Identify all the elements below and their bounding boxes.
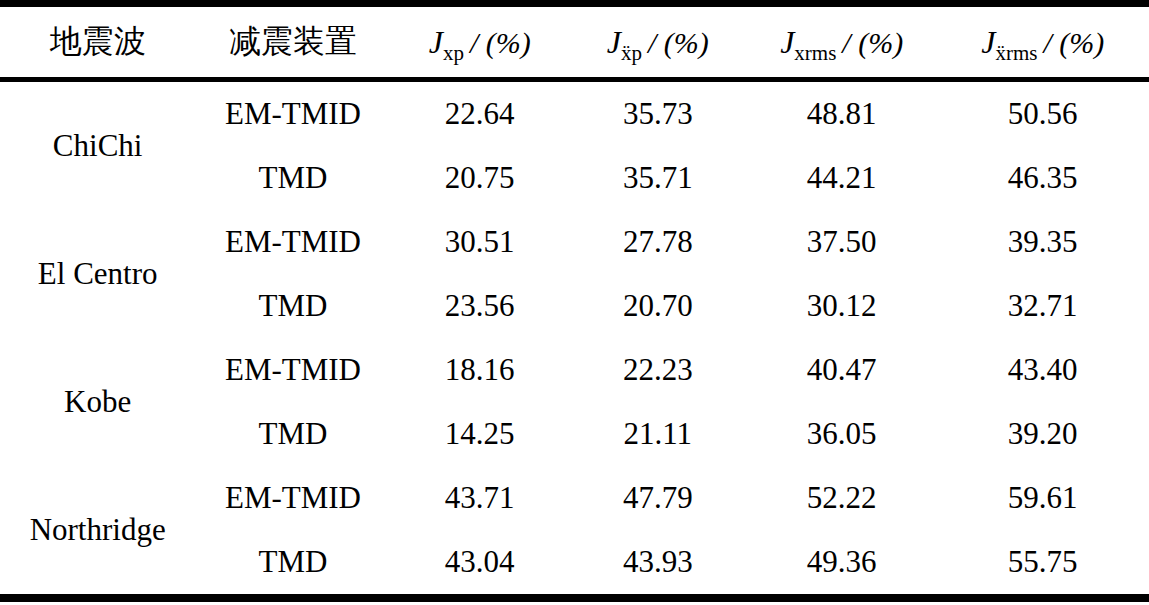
column-header-j-xp: Jxp/ (%) — [391, 4, 569, 80]
value-cell: 30.12 — [747, 274, 937, 338]
device-cell: TMD — [195, 274, 390, 338]
value-cell: 55.75 — [936, 530, 1149, 598]
value-cell: 48.81 — [747, 80, 937, 147]
value-cell: 21.11 — [569, 402, 747, 466]
paper-table-page: 地震波 减震装置 Jxp/ (%) Jẍp/ (%) Jxrms/ (%) Jẍ… — [0, 0, 1149, 605]
value-cell: 39.20 — [936, 402, 1149, 466]
j-symbol: J — [429, 24, 443, 60]
value-cell: 47.79 — [569, 466, 747, 530]
header-row: 地震波 减震装置 Jxp/ (%) Jẍp/ (%) Jxrms/ (%) Jẍ… — [0, 4, 1149, 80]
column-header-j-xddotp: Jẍp/ (%) — [569, 4, 747, 80]
j-unit: / (%) — [470, 26, 531, 59]
value-cell: 40.47 — [747, 338, 937, 402]
j-unit: / (%) — [648, 26, 709, 59]
value-cell: 43.40 — [936, 338, 1149, 402]
j-symbol: J — [607, 24, 621, 60]
j-subscript: xrms — [794, 41, 836, 65]
j-subscript: xp — [443, 41, 464, 65]
wave-cell-chichi: ChiChi — [0, 80, 195, 211]
device-cell: EM-TMID — [195, 466, 390, 530]
table-body: ChiChi EM-TMID 22.64 35.73 48.81 50.56 T… — [0, 80, 1149, 599]
value-cell: 22.64 — [391, 80, 569, 147]
device-cell: TMD — [195, 530, 390, 598]
device-cell: EM-TMID — [195, 80, 390, 147]
j-unit: / (%) — [1043, 26, 1104, 59]
value-cell: 20.75 — [391, 146, 569, 210]
table-row: ChiChi EM-TMID 22.64 35.73 48.81 50.56 — [0, 80, 1149, 147]
value-cell: 23.56 — [391, 274, 569, 338]
column-header-damping-device: 减震装置 — [195, 4, 390, 80]
value-cell: 43.04 — [391, 530, 569, 598]
column-header-seismic-wave: 地震波 — [0, 4, 195, 80]
value-cell: 43.93 — [569, 530, 747, 598]
table-header: 地震波 减震装置 Jxp/ (%) Jẍp/ (%) Jxrms/ (%) Jẍ… — [0, 4, 1149, 80]
column-header-j-xddotrms: Jẍrms/ (%) — [936, 4, 1149, 80]
j-symbol: J — [780, 24, 794, 60]
table-row: Kobe EM-TMID 18.16 22.23 40.47 43.40 — [0, 338, 1149, 402]
wave-cell-kobe: Kobe — [0, 338, 195, 466]
value-cell: 32.71 — [936, 274, 1149, 338]
device-cell: EM-TMID — [195, 338, 390, 402]
value-cell: 14.25 — [391, 402, 569, 466]
j-subscript: ẍp — [621, 41, 642, 65]
column-header-j-xrms: Jxrms/ (%) — [747, 4, 937, 80]
value-cell: 39.35 — [936, 210, 1149, 274]
value-cell: 27.78 — [569, 210, 747, 274]
value-cell: 49.36 — [747, 530, 937, 598]
value-cell: 37.50 — [747, 210, 937, 274]
value-cell: 50.56 — [936, 80, 1149, 147]
table-row: Northridge EM-TMID 43.71 47.79 52.22 59.… — [0, 466, 1149, 530]
value-cell: 35.71 — [569, 146, 747, 210]
value-cell: 18.16 — [391, 338, 569, 402]
value-cell: 46.35 — [936, 146, 1149, 210]
value-cell: 52.22 — [747, 466, 937, 530]
j-unit: / (%) — [842, 26, 903, 59]
value-cell: 36.05 — [747, 402, 937, 466]
value-cell: 35.73 — [569, 80, 747, 147]
device-cell: TMD — [195, 402, 390, 466]
wave-cell-northridge: Northridge — [0, 466, 195, 598]
j-symbol: J — [981, 24, 995, 60]
device-cell: TMD — [195, 146, 390, 210]
device-cell: EM-TMID — [195, 210, 390, 274]
value-cell: 43.71 — [391, 466, 569, 530]
damping-results-table: 地震波 减震装置 Jxp/ (%) Jẍp/ (%) Jxrms/ (%) Jẍ… — [0, 0, 1149, 602]
value-cell: 59.61 — [936, 466, 1149, 530]
wave-cell-elcentro: El Centro — [0, 210, 195, 338]
value-cell: 20.70 — [569, 274, 747, 338]
table-row: El Centro EM-TMID 30.51 27.78 37.50 39.3… — [0, 210, 1149, 274]
j-subscript: ẍrms — [995, 41, 1037, 65]
value-cell: 30.51 — [391, 210, 569, 274]
value-cell: 22.23 — [569, 338, 747, 402]
value-cell: 44.21 — [747, 146, 937, 210]
